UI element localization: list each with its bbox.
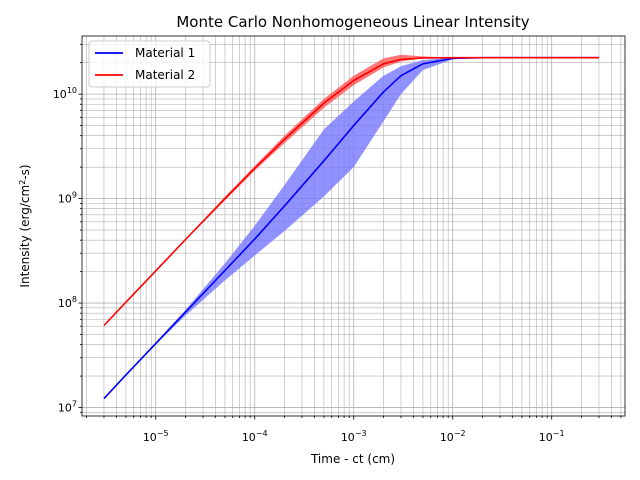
x-tick-labels: 10−5 10−4 10−3 10−2 10−1 [143, 429, 565, 444]
series-lines [103, 56, 599, 400]
chart-title: Monte Carlo Nonhomogeneous Linear Intens… [176, 13, 529, 31]
x-axis-label: Time - ct (cm) [310, 452, 395, 466]
y-tick-label: 107 [58, 400, 77, 415]
legend: Material 1 Material 2 [88, 40, 211, 88]
band-material-1 [103, 57, 599, 399]
y-axis-label-main: Intensity (erg/cm [18, 185, 32, 288]
x-tick-label: 10−3 [341, 429, 367, 444]
y-axis-label-tail: -s) [18, 164, 32, 179]
x-tick-label: 10−1 [539, 429, 565, 444]
x-tick-label: 10−5 [143, 429, 169, 444]
y-axis-label-superscript: 2 [18, 180, 27, 185]
x-tick-label: 10−4 [242, 429, 268, 444]
y-tick-labels: 107 108 109 1010 [53, 86, 77, 414]
x-tick-label: 10−2 [440, 429, 466, 444]
confidence-bands [103, 54, 599, 399]
y-tick-label: 108 [58, 295, 77, 310]
legend-label-material-1: Material 1 [135, 46, 195, 60]
y-tick-label: 109 [58, 191, 77, 206]
y-tick-label: 1010 [53, 86, 77, 101]
legend-label-material-2: Material 2 [135, 68, 195, 82]
line-material-2 [103, 56, 599, 327]
y-axis-label: Intensity (erg/cm2-s) [18, 164, 32, 287]
axis-ticks [78, 43, 622, 420]
